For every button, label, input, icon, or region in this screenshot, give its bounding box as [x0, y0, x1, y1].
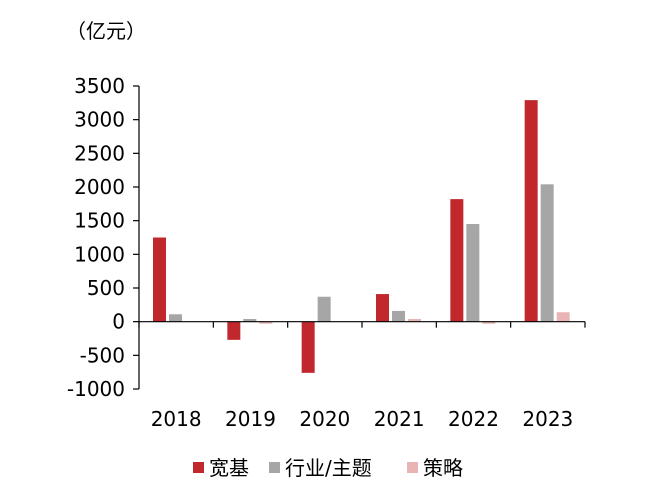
legend-swatch — [269, 462, 280, 473]
y-tick-label: 1000 — [74, 242, 125, 266]
legend: 宽基 行业/主题 策略 — [193, 456, 463, 480]
x-tick-label: 2020 — [299, 407, 350, 431]
bar-2022-series-1 — [450, 199, 464, 322]
x-tick-label: 2023 — [522, 407, 573, 431]
bar-2020-series-1 — [301, 321, 315, 373]
y-tick-label: 500 — [87, 276, 125, 300]
bar-2022-series-3 — [482, 321, 496, 324]
bar-2021-series-1 — [376, 294, 389, 322]
bar-2019-series-1 — [227, 321, 241, 340]
unit-label: （亿元） — [66, 19, 146, 43]
legend-label: 行业/主题 — [285, 456, 372, 480]
y-tick-label: 0 — [112, 310, 125, 334]
bar-2018-series-1 — [153, 237, 166, 322]
x-tick-label: 2018 — [151, 407, 202, 431]
bar-2023-series-1 — [524, 100, 538, 322]
bars — [153, 100, 570, 373]
bar-2021-series-3 — [408, 318, 421, 322]
y-tick-label: 3000 — [74, 108, 125, 132]
legend-label: 策略 — [423, 456, 463, 480]
y-tick-label: 3500 — [74, 74, 125, 98]
bar-2022-series-2 — [466, 224, 480, 322]
bar-2023-series-2 — [540, 184, 554, 322]
bar-2019-series-3 — [259, 321, 273, 324]
y-axis: 3500 3000 2500 2000 1500 1000 500 0 -500 -1000 — [67, 74, 140, 401]
x-tick-label: 2022 — [448, 407, 499, 431]
bar-2019-series-2 — [243, 318, 257, 322]
bar-2023-series-3 — [556, 312, 570, 322]
y-tick-label: 2000 — [74, 175, 125, 199]
x-tick-label: 2019 — [225, 407, 276, 431]
x-axis: 2018 2019 2020 2021 2022 2023 — [138, 321, 586, 431]
y-tick-label: 1500 — [74, 209, 125, 233]
bar-2021-series-2 — [392, 310, 405, 322]
legend-swatch — [407, 462, 418, 473]
x-tick-label: 2021 — [374, 407, 425, 431]
legend-label: 宽基 — [209, 456, 249, 480]
y-tick-label: -500 — [80, 343, 125, 367]
y-tick-label: 2500 — [74, 141, 125, 165]
bar-2020-series-2 — [317, 296, 331, 322]
legend-swatch — [193, 462, 204, 473]
bar-2018-series-2 — [169, 314, 182, 322]
y-tick-label: -1000 — [67, 377, 125, 401]
